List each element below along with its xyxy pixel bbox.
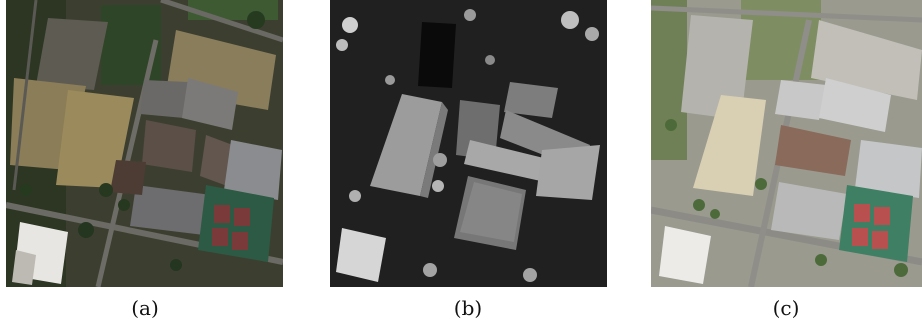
tree	[170, 259, 182, 271]
dark-vegetation	[101, 5, 161, 85]
road	[651, 5, 922, 23]
tree	[894, 263, 908, 277]
tree	[78, 222, 94, 238]
building-roof	[775, 125, 851, 176]
tree	[815, 254, 827, 266]
tree-blob	[523, 268, 537, 282]
bright-building	[336, 228, 386, 282]
dark-region	[418, 22, 456, 88]
building-roof	[771, 182, 847, 240]
building-roof	[130, 185, 211, 235]
grey-field	[36, 18, 108, 90]
tree-blob	[423, 263, 437, 277]
tall-building-face	[420, 102, 448, 198]
court-red	[212, 228, 228, 246]
grass	[651, 0, 687, 160]
road	[12, 0, 38, 191]
tree	[99, 183, 113, 197]
dry-field	[56, 90, 134, 188]
panel-b	[330, 0, 607, 287]
court-red	[874, 207, 890, 225]
panel-a-image	[6, 0, 283, 287]
road	[160, 0, 283, 43]
building-roof	[142, 120, 196, 172]
tree-blob	[385, 75, 395, 85]
tree-blob	[433, 153, 447, 167]
tree-blob	[485, 55, 495, 65]
building-block	[504, 82, 558, 118]
tree	[665, 119, 677, 131]
court-red	[214, 205, 230, 223]
court-red	[852, 228, 868, 246]
panel-c	[651, 0, 922, 287]
tree-blob	[336, 39, 348, 51]
tree	[20, 184, 32, 196]
parking-lot	[811, 20, 922, 100]
court-red	[854, 204, 870, 222]
building-block	[536, 145, 600, 200]
building-roof	[110, 160, 146, 195]
court-red	[872, 231, 888, 249]
tree	[118, 199, 130, 211]
building-shadow	[12, 250, 36, 285]
bright-building	[659, 226, 711, 284]
dry-field	[693, 95, 766, 196]
tree	[247, 11, 265, 29]
tree	[693, 199, 705, 211]
caption-b: (b)	[453, 296, 483, 320]
tree-blob	[342, 17, 358, 33]
building-roof	[775, 80, 826, 120]
tall-building	[370, 94, 442, 196]
caption-c: (c)	[772, 296, 800, 320]
panel-b-image	[330, 0, 607, 287]
building-roof	[224, 140, 282, 200]
building-block-top	[460, 182, 522, 242]
tree-blob	[561, 11, 579, 29]
grass-patch	[188, 0, 278, 20]
building-roof	[140, 80, 188, 118]
tree-blob	[585, 27, 599, 41]
building-block	[464, 140, 560, 184]
caption-a: (a)	[131, 296, 159, 320]
tree-blob	[464, 9, 476, 21]
building-roof	[819, 78, 891, 132]
tree-blob	[349, 190, 361, 202]
court-red	[234, 208, 250, 226]
tree-blob	[432, 180, 444, 192]
tree	[710, 209, 720, 219]
court-red	[232, 232, 248, 250]
panel-a	[6, 0, 283, 287]
parking-lot	[681, 15, 753, 120]
building-roof	[855, 140, 922, 198]
building-roof	[182, 78, 238, 130]
panel-c-image	[651, 0, 922, 287]
tree	[755, 178, 767, 190]
